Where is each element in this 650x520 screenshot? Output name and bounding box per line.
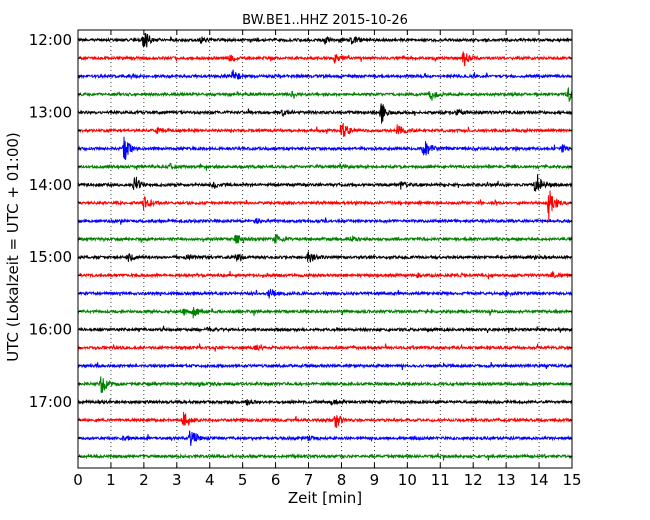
x-tick-label: 2	[139, 471, 149, 489]
y-tick-label: 16:00	[29, 321, 72, 339]
x-tick-label: 10	[398, 471, 417, 489]
trace-line	[77, 174, 573, 192]
trace-line	[77, 306, 573, 319]
y-tick-label: 17:00	[29, 393, 72, 411]
x-tick-label: 0	[73, 471, 83, 489]
y-axis-label: UTC (Lokalzeit = UTC + 01:00)	[4, 132, 22, 362]
trace-line	[77, 122, 573, 137]
x-tick-label: 3	[172, 471, 182, 489]
x-tick-label: 11	[431, 471, 450, 489]
trace-line	[77, 452, 573, 461]
x-tick-label: 1	[106, 471, 116, 489]
trace-line	[77, 343, 573, 352]
x-tick-label: 9	[370, 471, 380, 489]
x-tick-labels: 0 1 2 3 4 5 6 7 8 9 10 11 12 13 14 15	[73, 471, 581, 489]
trace-line	[77, 430, 573, 446]
trace-line	[77, 86, 573, 102]
x-tick-label: 7	[304, 471, 314, 489]
x-tick-label: 5	[238, 471, 248, 489]
y-tick-label: 13:00	[29, 103, 72, 121]
y-tick-labels: 12:00 13:00 14:00 15:00 16:00 17:00	[29, 31, 72, 411]
x-tick-label: 14	[530, 471, 549, 489]
x-tick-label: 8	[337, 471, 347, 489]
x-tick-label: 4	[205, 471, 215, 489]
trace-line	[77, 251, 573, 263]
y-tick-label: 12:00	[29, 31, 72, 49]
trace-line	[77, 362, 573, 370]
x-axis-label: Zeit [min]	[288, 489, 362, 507]
y-tick-label: 15:00	[29, 248, 72, 266]
trace-line	[77, 32, 573, 48]
x-tick-label: 15	[562, 471, 581, 489]
trace-line	[77, 288, 573, 299]
plot-frame	[77, 29, 573, 469]
axis-ticks	[77, 30, 573, 468]
trace-line	[77, 51, 573, 67]
x-tick-label: 6	[271, 471, 281, 489]
trace-line	[77, 162, 573, 171]
y-tick-label: 14:00	[29, 176, 72, 194]
x-tick-label: 12	[464, 471, 483, 489]
trace-line	[77, 376, 573, 394]
trace-line	[77, 103, 573, 124]
seismic-traces	[77, 32, 573, 461]
chart-title: BW.BE1..HHZ 2015-10-26	[242, 13, 408, 28]
x-tick-label: 13	[497, 471, 516, 489]
trace-line	[77, 69, 573, 81]
trace-line	[77, 325, 573, 333]
trace-line	[77, 217, 573, 225]
trace-line	[77, 397, 573, 407]
trace-line	[77, 234, 573, 244]
trace-line	[77, 190, 573, 221]
trace-line	[77, 411, 573, 428]
trace-line	[77, 136, 573, 161]
trace-line	[77, 270, 573, 280]
